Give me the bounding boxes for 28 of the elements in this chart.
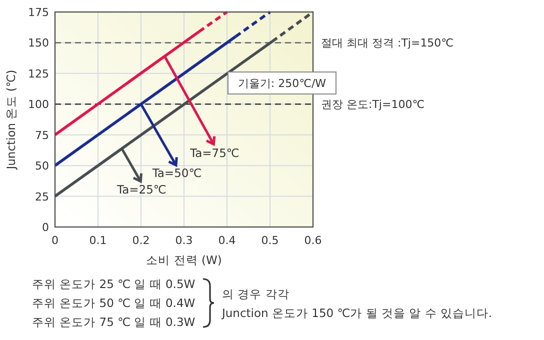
- ref-line-label: 절대 최대 정격 :Tj=150℃: [321, 36, 454, 50]
- annotation: 기울기: 250℃/W: [238, 77, 326, 90]
- annotation: Ta=50℃: [151, 166, 202, 180]
- text: Junction 온도가 150 ℃가 될 것을 알 수 있습니다.: [221, 306, 492, 320]
- text: 의 경우 각각: [222, 287, 290, 301]
- y-tick-label: 50: [35, 160, 49, 173]
- x-tick-label: 0.1: [89, 234, 107, 247]
- y-tick-label: 150: [28, 36, 49, 50]
- x-tick-label: 0: [52, 234, 58, 247]
- y-axis-title: Junction 온도 (℃): [4, 70, 18, 170]
- x-axis-title: 소비 전력 (W): [146, 253, 222, 267]
- x-tick-label: 0.6: [304, 234, 322, 247]
- annotation: Ta=75℃: [188, 146, 240, 160]
- annotation: Ta=25℃: [116, 182, 166, 196]
- x-tick-label: 0.4: [218, 234, 236, 247]
- text: 주위 온도가 25 ℃ 일 때 0.5W: [32, 277, 196, 291]
- y-tick-label: 175: [28, 6, 49, 19]
- x-tick-label: 0.2: [132, 234, 150, 247]
- y-tick-label: 25: [35, 190, 49, 204]
- text: 주위 온도가 75 ℃ 일 때 0.3W: [32, 315, 196, 329]
- x-tick-label: 0.3: [175, 234, 193, 247]
- y-tick-label: 100: [28, 98, 49, 112]
- y-tick-label: 75: [35, 128, 49, 142]
- text: 주위 온도가 50 ℃ 일 때 0.4W: [32, 296, 196, 310]
- ref-line-label: 권장 온도:Tj=100℃: [321, 98, 425, 112]
- y-tick-label: 0: [42, 221, 49, 234]
- x-tick-label: 0.5: [261, 234, 279, 247]
- y-tick-label: 125: [28, 67, 49, 80]
